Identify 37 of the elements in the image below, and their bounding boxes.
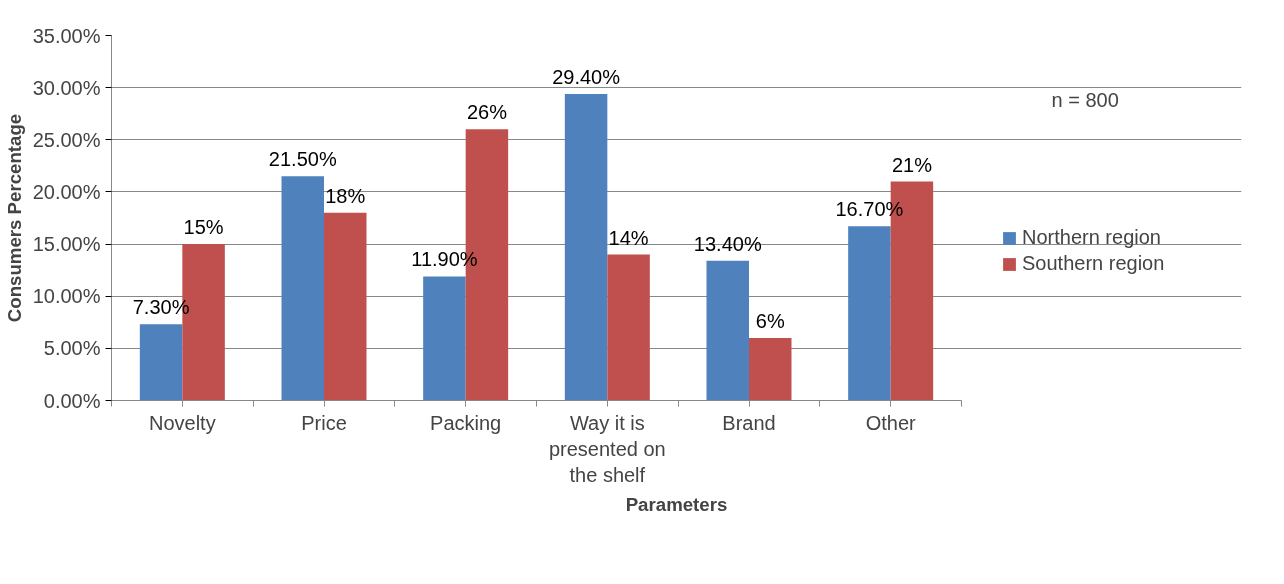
- data-label: 15%: [183, 216, 224, 239]
- bar: [324, 212, 367, 401]
- bar: [564, 93, 608, 401]
- x-tick-label: Brand: [722, 411, 776, 434]
- data-label: 21.50%: [268, 148, 337, 171]
- x-tick-label: Packing: [430, 411, 502, 434]
- y-tick-label: 30.00%: [32, 76, 101, 99]
- text: n = 800: [1051, 88, 1119, 111]
- data-label: 29.40%: [552, 65, 621, 88]
- y-tick-label: 10.00%: [32, 285, 101, 308]
- bar: [281, 176, 324, 401]
- x-tick-label: Novelty: [148, 411, 216, 434]
- data-label: 13.40%: [693, 232, 762, 255]
- bar: [848, 226, 891, 401]
- x-tick-label: Other: [865, 411, 917, 434]
- data-label: 6%: [755, 309, 785, 332]
- y-tick-label: 35.00%: [32, 24, 101, 47]
- x-tick-label: Way it is presented on the shelf: [548, 411, 666, 487]
- x-tick-label: Price: [301, 411, 347, 434]
- legend-label: Southern region: [1022, 252, 1165, 275]
- y-tick-label: 20.00%: [32, 180, 101, 203]
- y-tick-label: 5.00%: [43, 337, 101, 360]
- y-axis-title: Consumers Percentage: [3, 113, 25, 323]
- data-label: 18%: [325, 184, 366, 207]
- bar: [706, 260, 749, 401]
- y-tick-label: 15.00%: [32, 233, 101, 256]
- y-tick-label: 0.00%: [43, 389, 101, 412]
- bar: [749, 337, 792, 401]
- bar: [607, 254, 650, 401]
- x-axis-title: Parameters: [625, 494, 728, 516]
- data-label: 14%: [608, 226, 649, 249]
- bar: [139, 324, 183, 401]
- bar: [423, 276, 466, 401]
- data-label: 21%: [891, 153, 933, 176]
- data-label: 26%: [466, 101, 508, 124]
- legend-label: Northern region: [1022, 226, 1161, 249]
- y-tick-label: 25.00%: [32, 128, 101, 151]
